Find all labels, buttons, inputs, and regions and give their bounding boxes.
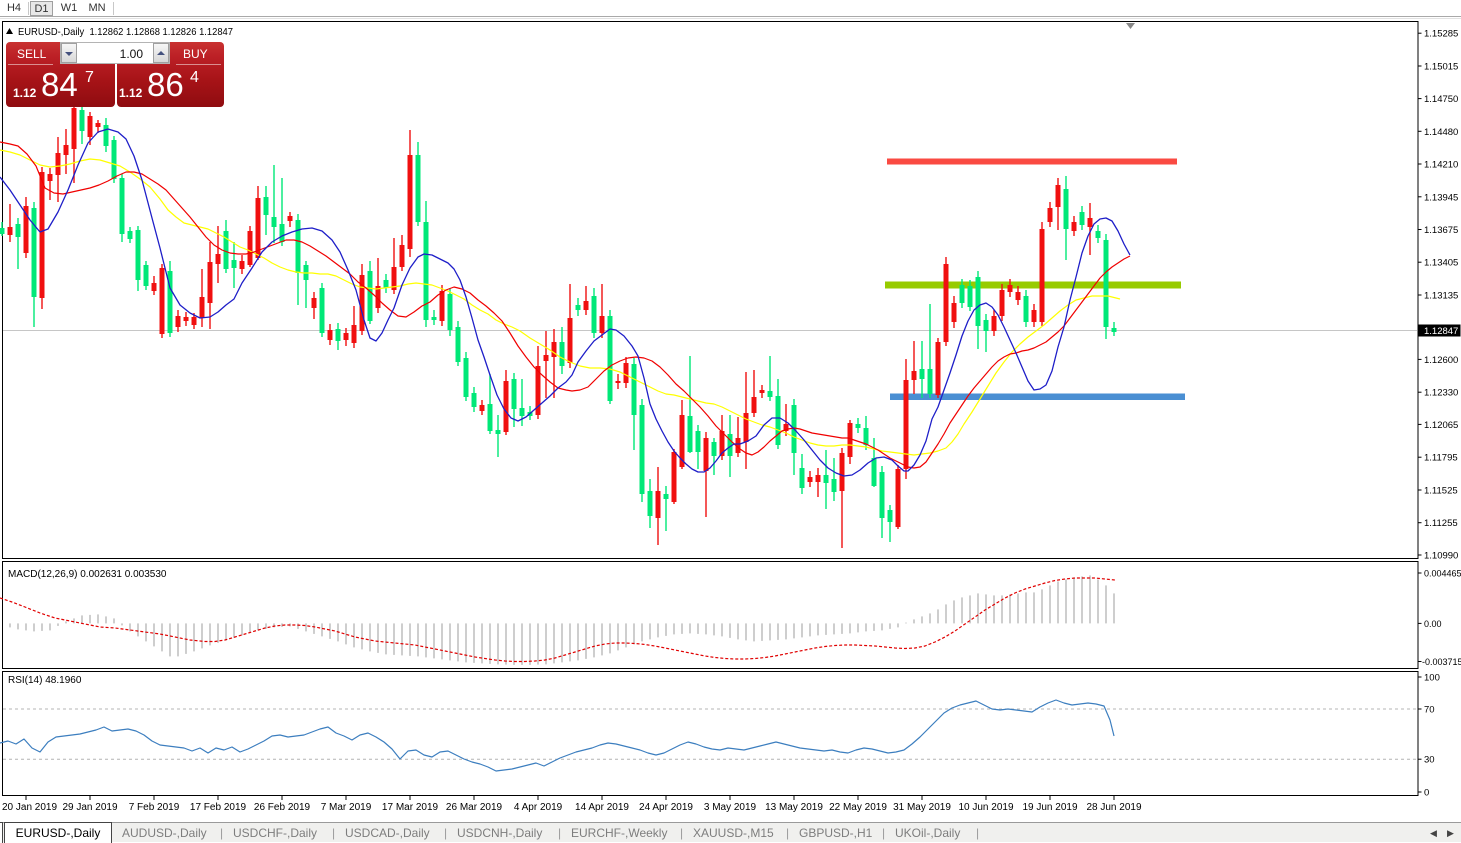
svg-text:100: 100 xyxy=(1424,673,1440,684)
svg-text:1.15015: 1.15015 xyxy=(1424,62,1458,73)
svg-text:1.15285: 1.15285 xyxy=(1424,29,1458,40)
svg-text:1.13405: 1.13405 xyxy=(1424,258,1458,269)
svg-text:28 Jun 2019: 28 Jun 2019 xyxy=(1086,802,1141,813)
svg-text:14 Apr 2019: 14 Apr 2019 xyxy=(575,802,629,813)
svg-text:26 Mar 2019: 26 Mar 2019 xyxy=(446,802,503,813)
svg-text:7 Feb 2019: 7 Feb 2019 xyxy=(129,802,180,813)
svg-text:7 Mar 2019: 7 Mar 2019 xyxy=(321,802,372,813)
svg-text:RSI(14) 48.1960: RSI(14) 48.1960 xyxy=(8,675,82,686)
svg-text:22 May 2019: 22 May 2019 xyxy=(829,802,887,813)
svg-text:1.10990: 1.10990 xyxy=(1424,551,1458,562)
svg-text:1.13135: 1.13135 xyxy=(1424,291,1458,302)
svg-text:17 Mar 2019: 17 Mar 2019 xyxy=(382,802,439,813)
svg-text:MACD(12,26,9) 0.002631 0.00353: MACD(12,26,9) 0.002631 0.003530 xyxy=(8,569,167,580)
svg-text:1.13675: 1.13675 xyxy=(1424,225,1458,236)
svg-text:1.14480: 1.14480 xyxy=(1424,127,1458,138)
svg-text:29 Jan 2019: 29 Jan 2019 xyxy=(62,802,117,813)
svg-text:1.14750: 1.14750 xyxy=(1424,94,1458,105)
svg-text:17 Feb 2019: 17 Feb 2019 xyxy=(190,802,247,813)
svg-text:19 Jun 2019: 19 Jun 2019 xyxy=(1022,802,1077,813)
svg-text:31 May 2019: 31 May 2019 xyxy=(893,802,951,813)
svg-text:24 Apr 2019: 24 Apr 2019 xyxy=(639,802,693,813)
svg-text:EURUSD-,Daily 1.12862 1.12868: EURUSD-,Daily 1.12862 1.12868 1.12826 1.… xyxy=(18,26,233,38)
svg-text:1.12330: 1.12330 xyxy=(1424,388,1458,399)
svg-text:0.00: 0.00 xyxy=(1424,619,1442,629)
svg-text:13 May 2019: 13 May 2019 xyxy=(765,802,823,813)
svg-text:1.11255: 1.11255 xyxy=(1424,518,1458,529)
svg-text:20 Jan 2019: 20 Jan 2019 xyxy=(2,802,57,813)
svg-text:1.12847: 1.12847 xyxy=(1424,326,1458,337)
svg-text:4 Apr 2019: 4 Apr 2019 xyxy=(514,802,563,813)
svg-text:26 Feb 2019: 26 Feb 2019 xyxy=(254,802,311,813)
svg-text:1.13945: 1.13945 xyxy=(1424,192,1458,203)
svg-text:10 Jun 2019: 10 Jun 2019 xyxy=(958,802,1013,813)
svg-text:-0.003715: -0.003715 xyxy=(1422,657,1461,667)
svg-text:30: 30 xyxy=(1424,755,1435,766)
svg-text:1.12600: 1.12600 xyxy=(1424,355,1458,366)
svg-text:0.004465: 0.004465 xyxy=(1424,569,1461,579)
svg-text:70: 70 xyxy=(1424,705,1435,716)
svg-text:3 May 2019: 3 May 2019 xyxy=(704,802,757,813)
svg-text:1.11795: 1.11795 xyxy=(1424,453,1458,464)
svg-text:1.11525: 1.11525 xyxy=(1424,486,1458,497)
svg-text:1.14210: 1.14210 xyxy=(1424,160,1458,171)
svg-text:0: 0 xyxy=(1424,788,1429,799)
svg-text:1.12065: 1.12065 xyxy=(1424,420,1458,431)
